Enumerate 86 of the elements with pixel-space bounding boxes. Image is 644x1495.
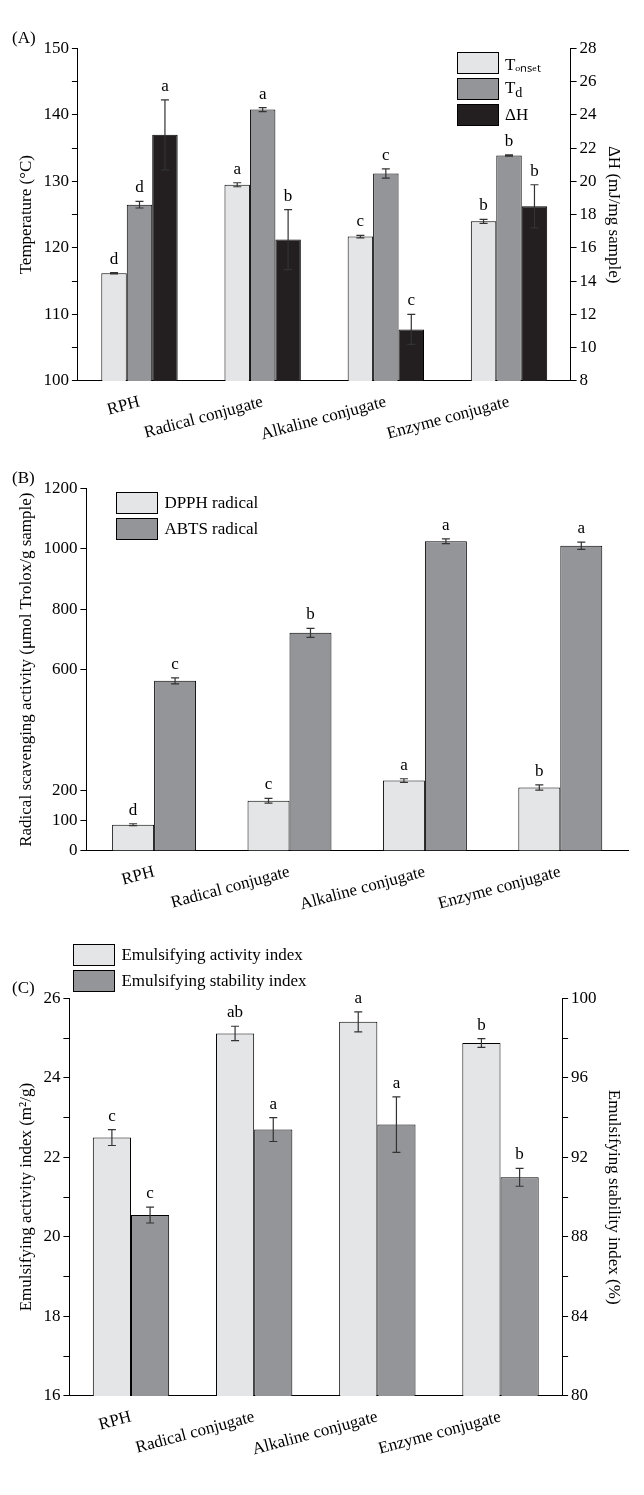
data-label: b (283, 185, 293, 205)
data-label: b (479, 195, 488, 215)
y2-tick-label: 92 (571, 1146, 589, 1166)
y2-tick-label: 88 (571, 1226, 589, 1246)
x-tick-label: Enzyme conjugate (376, 1406, 503, 1458)
x-tick-label: RPH (119, 861, 157, 889)
y2-tick-label: 22 (579, 137, 597, 157)
data-label: b (535, 760, 544, 780)
data-label: a (258, 83, 267, 103)
data-label: b (306, 604, 315, 624)
chart-title: (C) (12, 977, 35, 997)
data-label: a (161, 75, 170, 95)
y-tick-label: 22 (43, 1146, 61, 1166)
data-label: a (354, 987, 363, 1007)
y-tick-label: 20 (43, 1226, 61, 1246)
y2-axis-title: Emulsifying stability index (%) (605, 1089, 625, 1305)
y2-tick-label: 100 (571, 987, 597, 1007)
data-label: b (515, 1144, 524, 1164)
y2-axis-title: ΔH (mJ/mg sample) (605, 145, 625, 284)
y-axis-title: Temperature (°C) (15, 154, 35, 275)
y-tick-label: 110 (44, 303, 69, 323)
data-label: c (171, 653, 180, 673)
data-label: d (109, 248, 119, 268)
data-label: c (264, 774, 273, 794)
y-tick-label: 100 (43, 370, 69, 390)
legend-label: Tₒₙₛₑₜ (504, 53, 541, 75)
y-axis-title: Radical scavenging activity (μmol Trolox/g sample) (15, 492, 35, 847)
y2-tick-label: 20 (579, 170, 597, 190)
data-label: a (392, 1072, 401, 1092)
x-tick-label: RPH (96, 1406, 134, 1434)
data-label: c (382, 144, 391, 164)
y-tick-label: 130 (43, 170, 69, 190)
data-label: a (577, 518, 586, 538)
data-label: a (233, 158, 242, 178)
y-tick-label: 18 (43, 1305, 61, 1325)
y-tick-label: 24 (43, 1067, 61, 1087)
data-label: c (146, 1183, 155, 1203)
y-tick-label: 16 (43, 1385, 61, 1405)
data-label: c (407, 290, 416, 310)
y2-tick-label: 24 (579, 104, 598, 124)
y2-tick-label: 96 (571, 1067, 589, 1087)
data-label: ab (227, 1002, 244, 1022)
data-label: d (128, 799, 138, 819)
data-label: c (356, 211, 365, 231)
legend-label: ΔH (504, 105, 529, 126)
legend-label: ABTS radical (164, 519, 259, 540)
data-label: a (269, 1093, 278, 1113)
data-label: b (530, 160, 539, 180)
data-label: a (442, 514, 451, 534)
y2-tick-label: 26 (579, 71, 597, 91)
data-label: c (108, 1105, 117, 1125)
y2-tick-label: 80 (571, 1385, 589, 1405)
legend-label: T$_{d}$ (504, 77, 523, 102)
y2-tick-label: 8 (579, 370, 589, 390)
x-tick-label: Enzyme conjugate (435, 861, 563, 913)
y-tick-label: 150 (43, 37, 69, 57)
y2-tick-label: 14 (579, 270, 598, 290)
legend-label: DPPH radical (164, 493, 259, 514)
data-label: d (135, 177, 145, 197)
y-tick-label: 26 (43, 987, 61, 1007)
y-tick-label: 1200 (43, 477, 78, 497)
y-tick-label: 120 (43, 237, 69, 257)
y-tick-label: 100 (51, 810, 78, 830)
y-tick-label: 0 (68, 840, 78, 860)
x-tick-label: Alkaline conjugate (297, 861, 428, 914)
data-label: b (477, 1014, 486, 1034)
y-tick-label: 1000 (43, 538, 78, 558)
data-label: b (504, 130, 514, 150)
chart-title: (B) (12, 467, 35, 487)
y-tick-label: 800 (51, 598, 78, 618)
y-tick-label: 200 (51, 779, 78, 799)
y2-tick-label: 28 (579, 37, 597, 57)
legend-label: Emulsifying stability index (121, 971, 307, 992)
y2-tick-label: 84 (571, 1305, 589, 1325)
data-label: a (400, 754, 409, 774)
x-tick-label: RPH (104, 391, 142, 419)
legend-label: Emulsifying activity index (121, 945, 303, 966)
y-axis-title: Emulsifying activity index (m²/g) (15, 1082, 35, 1312)
y2-tick-label: 10 (579, 337, 597, 357)
y-tick-label: 140 (43, 104, 69, 124)
x-tick-label: Radical conjugate (168, 861, 292, 912)
y-tick-label: 600 (51, 659, 78, 679)
y2-tick-label: 12 (579, 303, 597, 323)
chart-title: (A) (12, 27, 36, 47)
y2-tick-label: 18 (579, 204, 597, 224)
y2-tick-label: 16 (579, 237, 597, 257)
